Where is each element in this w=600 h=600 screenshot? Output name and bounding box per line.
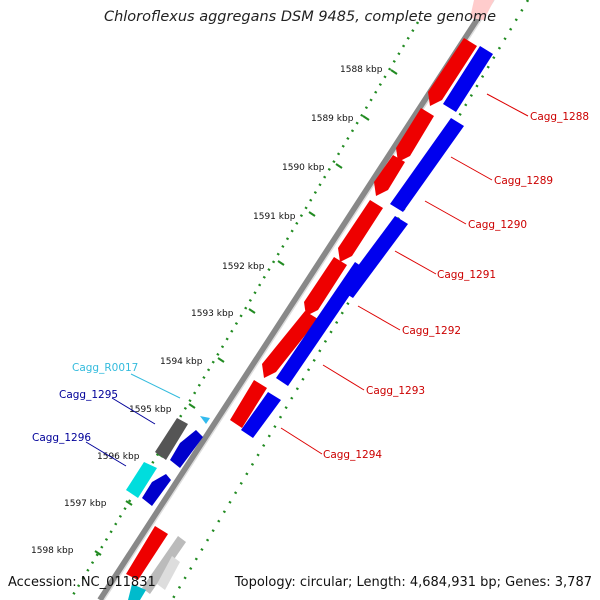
label-cagg-1293[interactable]: Cagg_1293 [366, 385, 425, 397]
label-cagg-1296[interactable]: Cagg_1296 [32, 432, 91, 444]
gene-blue-2-shape[interactable] [390, 118, 464, 212]
gene-cagg-1293-shape[interactable] [262, 311, 318, 378]
gene-cagg-1289-shape[interactable] [396, 108, 434, 162]
gene-bottom-cyan-shape[interactable] [128, 584, 146, 600]
gene-lower-light-shape[interactable] [157, 556, 180, 590]
tick-mark [390, 69, 398, 75]
gene-blue-4-shape[interactable] [276, 262, 367, 386]
label-cagg-1288[interactable]: Cagg_1288 [530, 111, 589, 123]
label-cagg-r0017[interactable]: Cagg_R0017 [72, 362, 138, 374]
gene-cagg-1295-shape[interactable] [170, 430, 203, 468]
gene-cagg-1296-shape[interactable] [142, 474, 171, 506]
tick-mark [94, 550, 102, 556]
gene-blue-1-shape[interactable] [443, 46, 493, 112]
tick-label-1592-kbp: 1592 kbp [222, 262, 265, 272]
forward-strand-genes [126, 0, 494, 594]
gene-cagg-1292-shape[interactable] [304, 257, 347, 316]
map-title: Chloroflexus aggregans DSM 9485, complet… [103, 9, 497, 25]
label-cagg-1290[interactable]: Cagg_1290 [468, 219, 527, 231]
accession-text: Accession: NC_011831 [8, 575, 156, 590]
gene-cagg-r0017-shape[interactable] [200, 416, 210, 424]
gene-top-faded-shape[interactable] [470, 0, 494, 20]
label-cagg-1292[interactable]: Cagg_1292 [402, 325, 461, 337]
genome-backbone [97, 0, 493, 600]
label-leaders [85, 93, 529, 467]
tick-mark [335, 163, 343, 169]
gene-cagg-1288-shape[interactable] [428, 38, 477, 106]
label-cagg-1289[interactable]: Cagg_1289 [494, 175, 553, 187]
tick-labels: 1588 kbp 1589 kbp 1590 kbp 1591 kbp 1592 kbp… [31, 65, 383, 556]
gene-cyan-feature-shape[interactable] [126, 462, 157, 498]
tick-label-1594-kbp: 1594 kbp [160, 357, 203, 367]
genome-summary-text: Topology: circular; Length: 4,684,931 bp… [234, 575, 592, 590]
tick-label-1589-kbp: 1589 kbp [311, 114, 354, 124]
tick-label-1598-kbp: 1598 kbp [31, 546, 74, 556]
tick-label-1595-kbp: 1595 kbp [129, 405, 172, 415]
tick-mark [277, 260, 285, 266]
tick-label-1591-kbp: 1591 kbp [253, 212, 296, 222]
tick-mark [125, 500, 133, 506]
tick-mark [248, 308, 256, 314]
tick-mark [362, 115, 370, 121]
tick-label-1588-kbp: 1588 kbp [340, 65, 383, 75]
gene-lower-red-shape[interactable] [126, 526, 168, 580]
gene-gray-feature-shape[interactable] [155, 418, 188, 460]
gene-blue-5-shape[interactable] [241, 392, 281, 438]
label-cagg-1291[interactable]: Cagg_1291 [437, 269, 496, 281]
tick-label-1593-kbp: 1593 kbp [191, 309, 234, 319]
tick-mark [308, 211, 316, 217]
gene-cagg-1290-shape[interactable] [374, 155, 405, 196]
tick-label-1596-kbp: 1596 kbp [97, 452, 140, 462]
label-cagg-1295[interactable]: Cagg_1295 [59, 389, 118, 401]
genome-backbone-highlight [103, 0, 495, 600]
reverse-strand-genes [142, 46, 493, 590]
gene-cagg-1291-shape[interactable] [338, 200, 383, 262]
tick-mark [188, 403, 196, 409]
gene-cagg-1294-shape[interactable] [230, 380, 267, 428]
label-cagg-1294[interactable]: Cagg_1294 [323, 449, 382, 461]
gene-labels: Cagg_1288 Cagg_1289 Cagg_1290 Cagg_1291 … [32, 111, 589, 461]
tick-mark [217, 357, 225, 363]
gene-lower-gray-shape[interactable] [142, 536, 186, 594]
tick-label-1590-kbp: 1590 kbp [282, 163, 325, 173]
inner-ruler [170, 0, 530, 600]
tick-label-1597-kbp: 1597 kbp [64, 499, 107, 509]
